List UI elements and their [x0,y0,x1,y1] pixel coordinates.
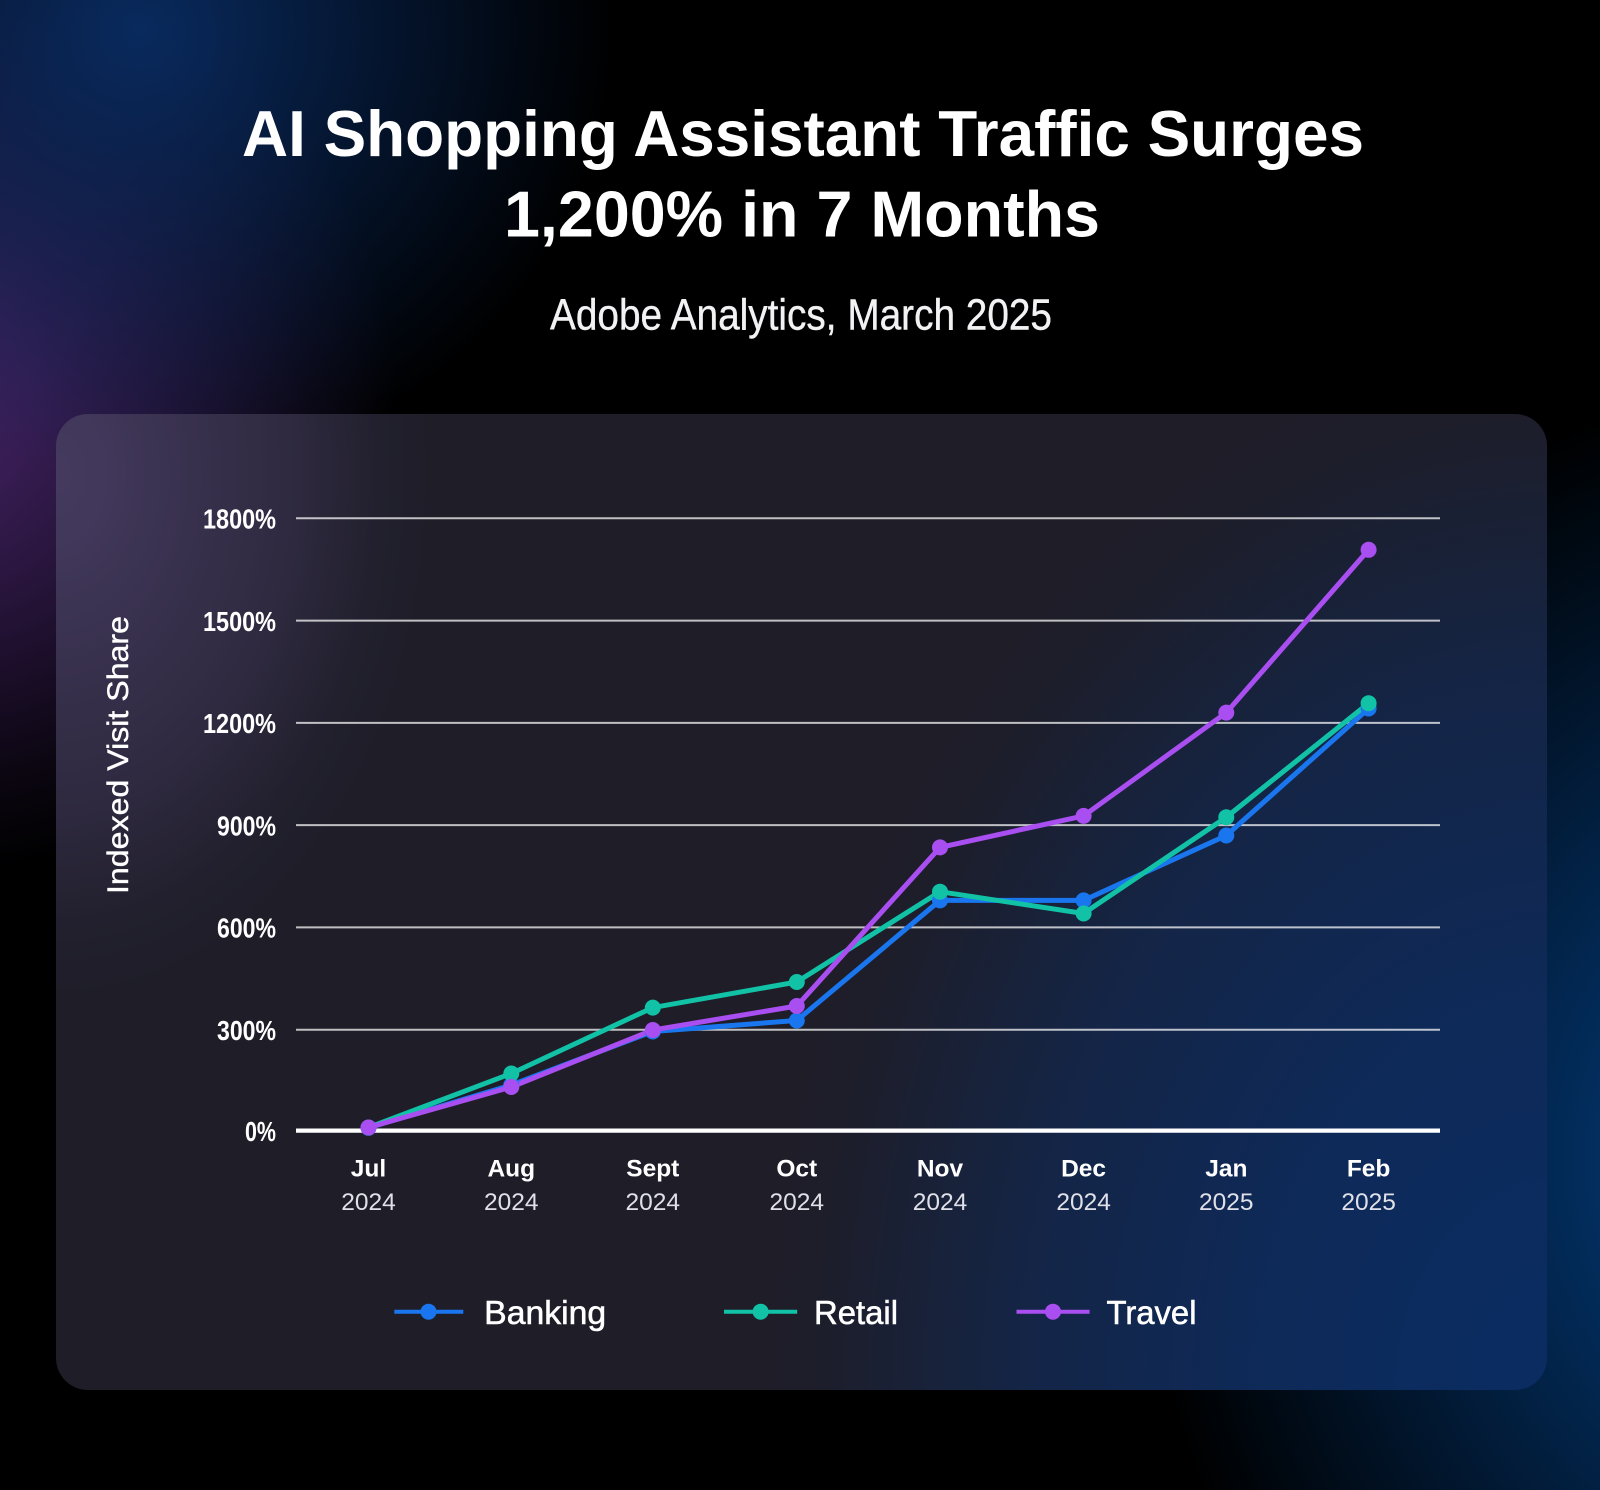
svg-text:Aug: Aug [487,1155,535,1182]
svg-text:300%: 300% [217,1015,276,1046]
svg-text:900%: 900% [217,810,276,841]
svg-text:Jul: Jul [351,1155,386,1182]
svg-text:Dec: Dec [1061,1155,1106,1182]
svg-text:1200%: 1200% [203,708,276,739]
svg-text:600%: 600% [217,913,276,944]
svg-text:Retail: Retail [814,1295,898,1332]
svg-text:2025: 2025 [1199,1189,1254,1216]
svg-text:Adobe Analytics, March 2025: Adobe Analytics, March 2025 [550,291,1052,340]
svg-text:Banking: Banking [484,1295,606,1332]
svg-text:Feb: Feb [1347,1155,1391,1182]
svg-text:2024: 2024 [913,1189,968,1216]
svg-text:Travel: Travel [1107,1295,1197,1332]
svg-text:Indexed Visit Share: Indexed Visit Share [102,616,135,894]
svg-text:2024: 2024 [1056,1189,1111,1216]
svg-text:2024: 2024 [341,1189,396,1216]
svg-text:Oct: Oct [776,1155,817,1182]
svg-text:Jan: Jan [1205,1155,1247,1182]
svg-text:Nov: Nov [917,1155,964,1182]
svg-text:Sept: Sept [626,1155,679,1182]
svg-text:1800%: 1800% [203,504,276,535]
svg-text:2025: 2025 [1341,1189,1396,1216]
svg-text:2024: 2024 [626,1189,681,1216]
svg-text:0%: 0% [245,1116,276,1147]
svg-text:AI Shopping Assistant Traffic: AI Shopping Assistant Traffic Surges [242,97,1364,170]
svg-text:2024: 2024 [770,1189,825,1216]
svg-text:1500%: 1500% [203,606,276,637]
svg-text:2024: 2024 [484,1189,539,1216]
svg-text:1,200% in 7 Months: 1,200% in 7 Months [504,178,1100,251]
